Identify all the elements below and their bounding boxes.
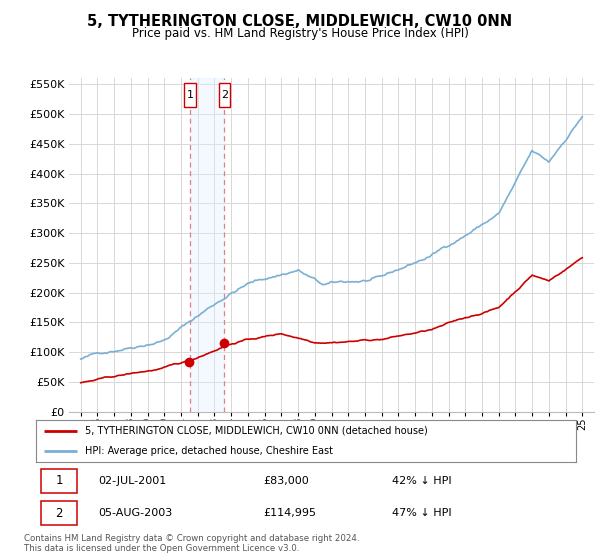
Text: 05-AUG-2003: 05-AUG-2003 xyxy=(98,508,172,518)
Text: 1: 1 xyxy=(187,90,194,100)
FancyBboxPatch shape xyxy=(218,83,230,107)
FancyBboxPatch shape xyxy=(184,83,196,107)
Text: HPI: Average price, detached house, Cheshire East: HPI: Average price, detached house, Ches… xyxy=(85,446,332,456)
Text: 1: 1 xyxy=(55,474,63,487)
FancyBboxPatch shape xyxy=(41,501,77,525)
FancyBboxPatch shape xyxy=(41,469,77,493)
Text: 47% ↓ HPI: 47% ↓ HPI xyxy=(392,508,452,518)
Text: 02-JUL-2001: 02-JUL-2001 xyxy=(98,476,166,486)
Text: 5, TYTHERINGTON CLOSE, MIDDLEWICH, CW10 0NN: 5, TYTHERINGTON CLOSE, MIDDLEWICH, CW10 … xyxy=(88,14,512,29)
Text: 5, TYTHERINGTON CLOSE, MIDDLEWICH, CW10 0NN (detached house): 5, TYTHERINGTON CLOSE, MIDDLEWICH, CW10 … xyxy=(85,426,427,436)
Text: This data is licensed under the Open Government Licence v3.0.: This data is licensed under the Open Gov… xyxy=(24,544,299,553)
Text: Price paid vs. HM Land Registry's House Price Index (HPI): Price paid vs. HM Land Registry's House … xyxy=(131,27,469,40)
Text: Contains HM Land Registry data © Crown copyright and database right 2024.: Contains HM Land Registry data © Crown c… xyxy=(24,534,359,543)
Bar xyxy=(190,78,224,412)
Text: 42% ↓ HPI: 42% ↓ HPI xyxy=(392,476,452,486)
Text: £83,000: £83,000 xyxy=(263,476,308,486)
Text: 2: 2 xyxy=(221,90,228,100)
Text: 2: 2 xyxy=(55,507,63,520)
Text: £114,995: £114,995 xyxy=(263,508,316,518)
